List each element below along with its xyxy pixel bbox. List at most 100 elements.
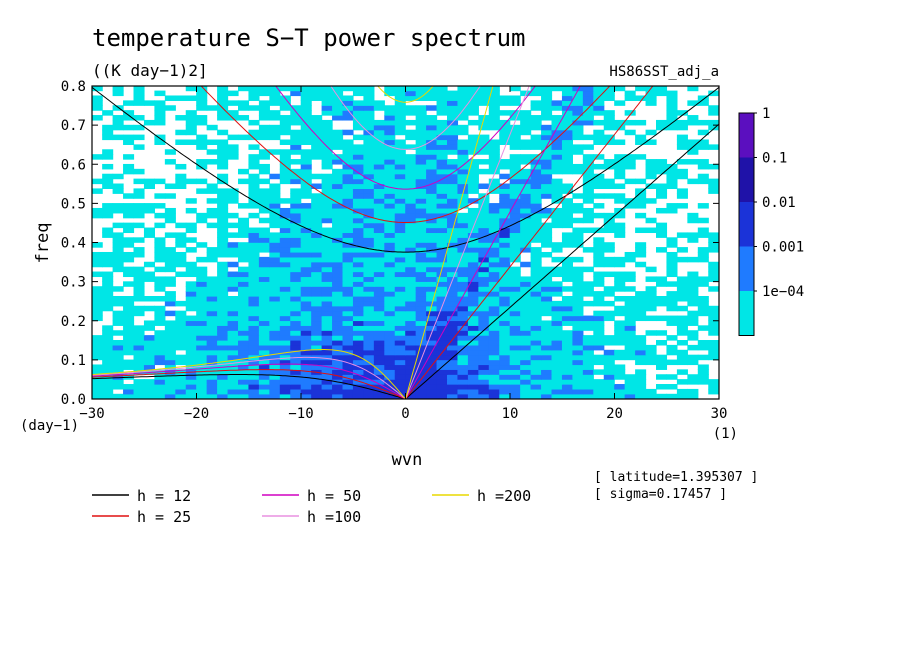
field-cell [467, 207, 479, 214]
field-cell [384, 261, 396, 268]
field-cell [666, 168, 678, 175]
x-tick-label: −20 [184, 406, 209, 422]
field-cell [551, 369, 563, 375]
field-cell [457, 139, 469, 145]
field-cell [185, 291, 197, 297]
field-cell [520, 198, 532, 204]
field-cell [405, 344, 417, 351]
field-cell [603, 340, 615, 346]
field-cell [269, 340, 281, 346]
field-cell [248, 384, 260, 390]
field-cell [394, 325, 406, 331]
field-cell [415, 198, 427, 204]
field-cell [624, 340, 636, 346]
field-cell [405, 222, 417, 229]
field-cell [133, 86, 145, 92]
field-cell [185, 227, 197, 234]
field-cell [342, 188, 354, 194]
field-cell [238, 256, 250, 263]
field-cell [561, 310, 573, 317]
field-cell [321, 154, 333, 160]
field-cell [384, 266, 396, 273]
field-cell [300, 291, 312, 297]
field-cell [593, 335, 605, 341]
field-cell [697, 217, 709, 224]
field-cell [499, 227, 511, 234]
field-cell [509, 374, 521, 380]
field-cell [415, 163, 427, 170]
field-cell [394, 203, 406, 209]
field-cell [321, 242, 333, 248]
field-cell [342, 154, 354, 160]
field-cell [426, 173, 438, 180]
field-cell [248, 291, 260, 297]
field-cell [363, 198, 375, 204]
field-cell [405, 340, 417, 346]
field-cell [384, 168, 396, 175]
field-cell [154, 222, 166, 229]
field-cell [217, 110, 229, 116]
field-cell [447, 105, 459, 111]
field-cell [520, 212, 532, 219]
field-cell [436, 281, 448, 287]
field-cell [415, 188, 427, 194]
field-cell [593, 256, 605, 263]
field-cell [426, 340, 438, 346]
field-cell [300, 154, 312, 160]
field-cell [373, 237, 385, 243]
field-cell [311, 149, 323, 155]
field-cell [593, 100, 605, 106]
field-cell [279, 124, 291, 131]
field-cell [175, 340, 187, 346]
field-cell [217, 115, 229, 121]
field-cell [384, 276, 396, 282]
field-cell [447, 247, 459, 253]
field-cell [561, 276, 573, 282]
field-cell [185, 207, 197, 214]
field-cell [488, 330, 500, 336]
field-cell [572, 281, 584, 287]
field-cell [352, 227, 364, 234]
field-cell [436, 374, 448, 380]
field-cell [697, 310, 709, 317]
field-cell [143, 295, 155, 302]
field-cell [415, 159, 427, 165]
field-cell [572, 271, 584, 278]
field-cell [321, 207, 333, 214]
field-cell [467, 163, 479, 170]
field-cell [509, 217, 521, 224]
field-cell [509, 178, 521, 185]
field-cell [352, 320, 364, 326]
field-cell [290, 110, 302, 116]
field-cell [175, 330, 187, 336]
field-cell [708, 261, 719, 268]
field-cell [426, 393, 438, 399]
field-cell [290, 90, 302, 97]
field-cell [467, 212, 479, 219]
field-cell [530, 86, 542, 92]
field-cell [227, 354, 239, 361]
field-cell [164, 325, 176, 331]
field-cell [457, 286, 469, 292]
field-cell [321, 198, 333, 204]
field-cell [603, 359, 615, 366]
field-cell [238, 217, 250, 224]
rossby-curve [92, 349, 406, 399]
field-cell [676, 193, 688, 199]
field-cell [269, 295, 281, 302]
field-cell [123, 295, 135, 302]
field-cell [164, 183, 176, 190]
field-cell [499, 388, 511, 395]
field-cell [572, 300, 584, 307]
field-cell [133, 325, 145, 331]
field-cell [457, 178, 469, 185]
field-cell [666, 393, 678, 399]
field-cell [300, 300, 312, 307]
field-cell [541, 95, 553, 101]
field-cell [541, 139, 553, 145]
field-cell [332, 384, 344, 390]
field-cell [384, 144, 396, 150]
field-cell [624, 203, 636, 209]
field-cell [603, 291, 615, 297]
field-cell [217, 159, 229, 165]
